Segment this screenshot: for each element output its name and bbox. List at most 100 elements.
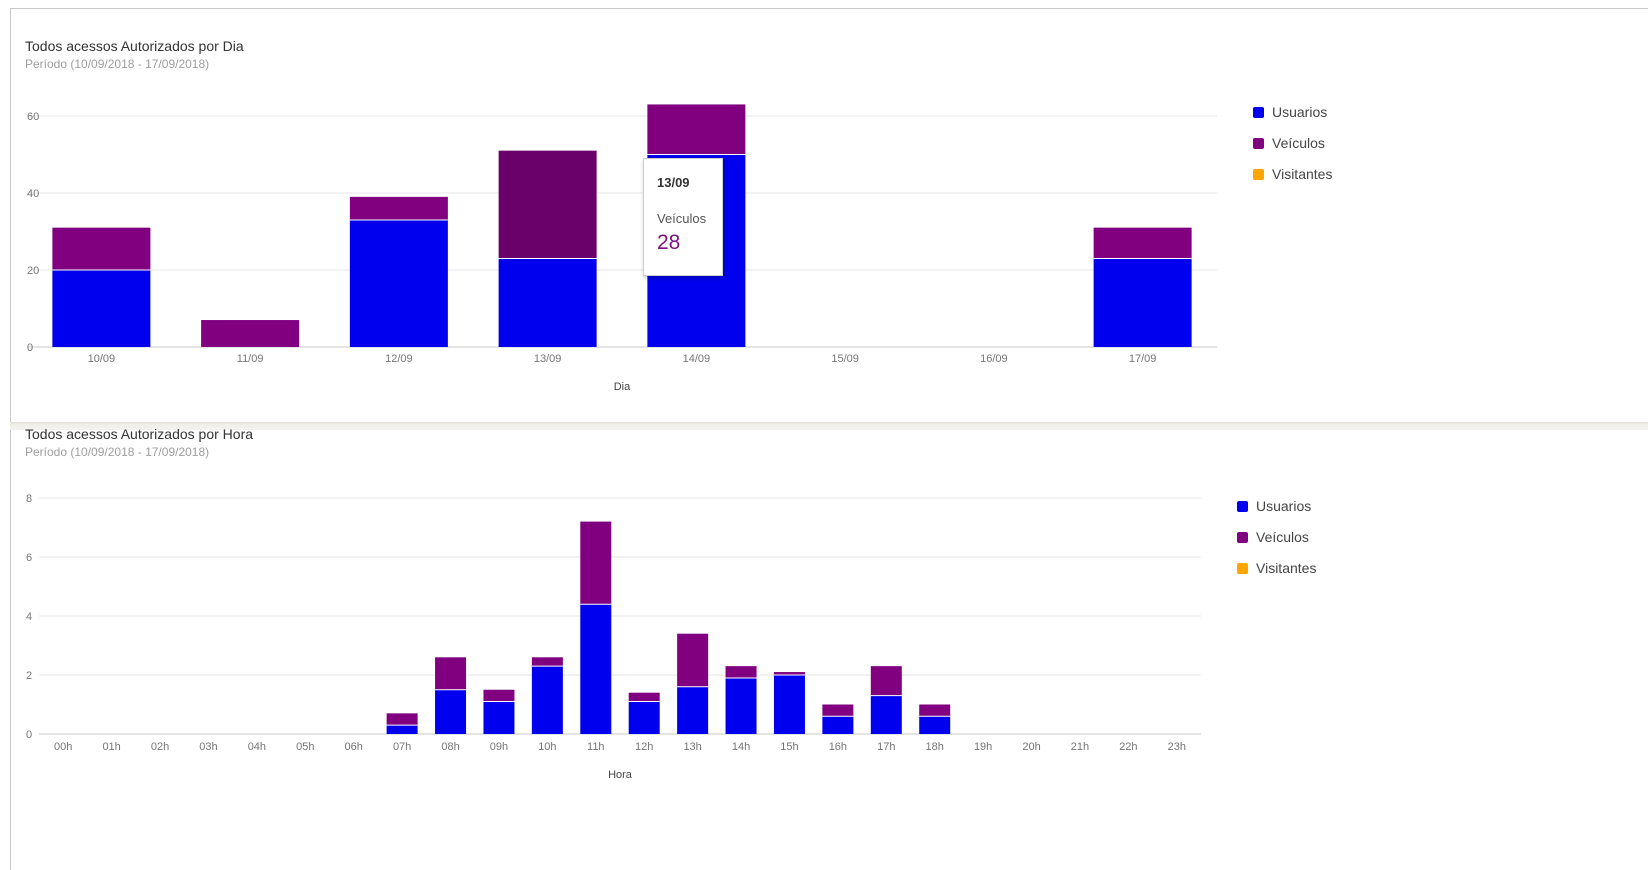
legend-label: Usuarios xyxy=(1256,498,1312,514)
x-tick-label: 23h xyxy=(1168,741,1186,753)
chart-title: Todos acessos Autorizados por Dia xyxy=(25,38,244,54)
bar-usuarios-07h[interactable] xyxy=(386,725,418,734)
y-tick-label: 20 xyxy=(27,265,39,277)
legend-label: Veículos xyxy=(1272,135,1325,151)
bar-usuarios-17-09[interactable] xyxy=(1093,258,1192,347)
y-tick-label: 2 xyxy=(26,670,32,682)
x-tick-label: 15h xyxy=(780,741,798,753)
bar-veiculos-10-09[interactable] xyxy=(52,227,151,270)
x-tick-label: 16/09 xyxy=(980,353,1008,365)
y-tick-label: 6 xyxy=(26,552,32,564)
bar-usuarios-14h[interactable] xyxy=(725,677,757,734)
bar-usuarios-18h[interactable] xyxy=(919,716,951,734)
bar-usuarios-17h[interactable] xyxy=(870,695,902,734)
bar-veiculos-07h[interactable] xyxy=(386,713,418,726)
bar-veiculos-12-09[interactable] xyxy=(349,196,448,220)
chart-day-svg: 0 20 40 60 10/09 11/09 12/09 13/09 14/09 15/09 16/… xyxy=(27,104,1217,393)
bar-veiculos-14h[interactable] xyxy=(725,666,757,678)
chart-subtitle: Período (10/09/2018 - 17/09/2018) xyxy=(25,57,210,71)
tooltip-series: Veículos xyxy=(657,211,707,226)
x-tick-label: 05h xyxy=(296,741,314,753)
x-tick-label: 10h xyxy=(538,741,556,753)
bar-veiculos-14-09[interactable] xyxy=(647,104,746,155)
bar-usuarios-10h[interactable] xyxy=(531,666,563,734)
y-tick-label: 60 xyxy=(27,111,39,123)
bar-veiculos-16h[interactable] xyxy=(822,704,854,717)
bar-veiculos-09h[interactable] xyxy=(483,689,515,702)
x-tick-label: 03h xyxy=(199,741,217,753)
bar-veiculos-13-09[interactable] xyxy=(498,150,597,259)
bar-usuarios-16h[interactable] xyxy=(822,716,854,734)
legend-swatch xyxy=(1253,138,1264,149)
x-tick-label: 16h xyxy=(829,741,847,753)
x-tick-label: 08h xyxy=(441,741,459,753)
x-tick-label: 02h xyxy=(151,741,169,753)
bar-veiculos-13h[interactable] xyxy=(677,633,709,687)
bar-usuarios-09h[interactable] xyxy=(483,701,515,734)
x-tick-label: 17/09 xyxy=(1129,353,1157,365)
x-tick-label: 12h xyxy=(635,741,653,753)
bar-veiculos-15h[interactable] xyxy=(773,672,805,675)
chart-panel-hour: Todos acessos Autorizados por Hora Perío… xyxy=(10,426,1648,870)
y-tick-label: 40 xyxy=(27,188,39,200)
x-tick-label: 07h xyxy=(393,741,411,753)
bar-veiculos-10h[interactable] xyxy=(531,657,563,667)
tooltip-category: 13/09 xyxy=(657,175,690,190)
bar-veiculos-18h[interactable] xyxy=(919,704,951,717)
x-tick-label: 10/09 xyxy=(88,353,116,365)
legend-swatch xyxy=(1253,169,1264,180)
x-tick-label: 11/09 xyxy=(237,353,264,365)
y-tick-label: 0 xyxy=(27,342,33,354)
bar-usuarios-13-09[interactable] xyxy=(498,258,597,347)
bar-usuarios-08h[interactable] xyxy=(435,689,467,734)
x-tick-label: 11h xyxy=(587,741,605,753)
x-tick-label: 21h xyxy=(1071,741,1089,753)
bar-veiculos-08h[interactable] xyxy=(435,657,467,690)
y-tick-label: 0 xyxy=(26,729,32,741)
y-tick-label: 8 xyxy=(26,493,32,505)
bar-usuarios-15h[interactable] xyxy=(773,675,805,734)
legend-label: Visitantes xyxy=(1256,560,1317,576)
bar-usuarios-12h[interactable] xyxy=(628,701,660,734)
bar-veiculos-12h[interactable] xyxy=(628,692,660,702)
bar-veiculos-11h[interactable] xyxy=(580,521,612,605)
legend-swatch xyxy=(1237,532,1248,543)
tooltip-value: 28 xyxy=(657,231,681,254)
legend-label: Visitantes xyxy=(1272,166,1333,182)
x-axis-title: Hora xyxy=(608,769,633,781)
x-tick-label: 14h xyxy=(732,741,750,753)
x-tick-label: 15/09 xyxy=(831,353,859,365)
bar-veiculos-11-09[interactable] xyxy=(201,320,300,347)
x-tick-label: 13/09 xyxy=(534,353,562,365)
y-tick-label: 4 xyxy=(26,611,32,623)
x-tick-label: 19h xyxy=(974,741,992,753)
legend-swatch xyxy=(1253,107,1264,118)
x-tick-label: 06h xyxy=(345,741,363,753)
chart-subtitle: Período (10/09/2018 - 17/09/2018) xyxy=(25,445,210,459)
x-tick-label: 18h xyxy=(926,741,944,753)
bar-usuarios-10-09[interactable] xyxy=(52,270,151,347)
legend-swatch xyxy=(1237,563,1248,574)
x-tick-label: 09h xyxy=(490,741,508,753)
x-tick-label: 04h xyxy=(248,741,266,753)
chart-hour-svg: 0 2 4 6 8 00h 01h 02h 03h 04h 05h 06h 07h 08h 09h 10h 11… xyxy=(26,493,1201,781)
bar-veiculos-17-09[interactable] xyxy=(1093,227,1192,259)
bar-veiculos-17h[interactable] xyxy=(870,666,902,696)
x-tick-label: 13h xyxy=(683,741,701,753)
chart-title: Todos acessos Autorizados por Hora xyxy=(25,426,254,442)
x-tick-label: 22h xyxy=(1119,741,1137,753)
bar-usuarios-12-09[interactable] xyxy=(349,219,448,347)
x-tick-label: 01h xyxy=(102,741,120,753)
chart-panel-day: Todos acessos Autorizados por Dia Períod… xyxy=(10,8,1648,422)
x-tick-label: 17h xyxy=(877,741,895,753)
panel-separator xyxy=(10,420,1648,431)
x-axis-title: Dia xyxy=(614,381,631,393)
legend-swatch xyxy=(1237,501,1248,512)
x-tick-label: 20h xyxy=(1022,741,1040,753)
bar-usuarios-13h[interactable] xyxy=(677,686,709,734)
x-tick-label: 12/09 xyxy=(385,353,413,365)
bar-usuarios-11h[interactable] xyxy=(580,604,612,734)
legend-label: Usuarios xyxy=(1272,104,1328,120)
chart-tooltip: 13/09 Veículos 28 xyxy=(643,158,723,276)
x-tick-label: 00h xyxy=(54,741,72,753)
